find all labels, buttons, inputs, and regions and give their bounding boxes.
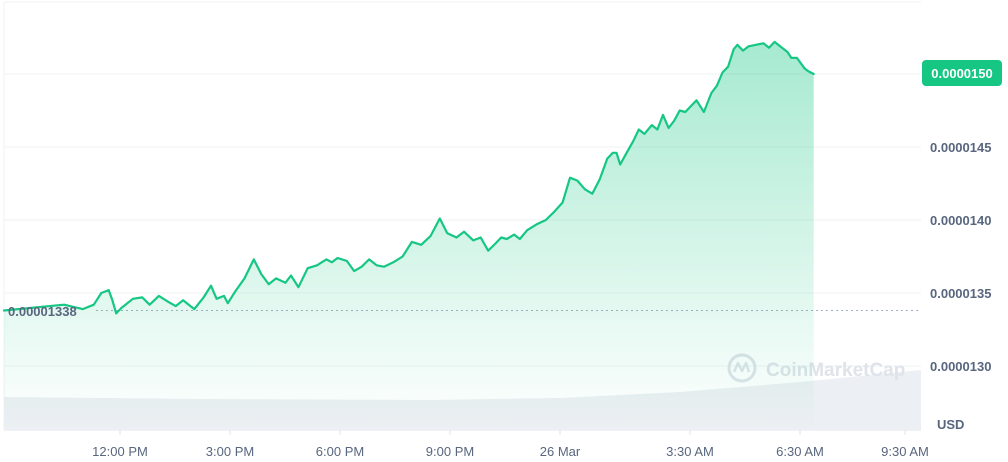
x-tick-label: 9:30 AM xyxy=(881,444,929,459)
current-price-tag: 0.0000150 xyxy=(922,60,1002,86)
current-price-value: 0.0000150 xyxy=(931,66,992,81)
y-tick-label: 0.0000140 xyxy=(930,213,991,228)
x-tick-label: 26 Mar xyxy=(540,444,581,459)
start-price-label: 0.00001338 xyxy=(8,304,77,319)
x-tick-label: 9:00 PM xyxy=(426,444,474,459)
x-tick-label: 6:00 PM xyxy=(316,444,364,459)
x-tick-label: 6:30 AM xyxy=(776,444,824,459)
y-tick-label: 0.0000135 xyxy=(930,286,991,301)
currency-unit-label: USD xyxy=(937,417,964,432)
y-tick-label: 0.0000130 xyxy=(930,359,991,374)
x-tick-label: 3:30 AM xyxy=(666,444,714,459)
x-tick-label: 3:00 PM xyxy=(206,444,254,459)
price-area xyxy=(4,41,814,431)
price-line xyxy=(2,40,815,315)
y-tick-label: 0.0000145 xyxy=(930,140,991,155)
x-tick-label: 12:00 PM xyxy=(92,444,148,459)
